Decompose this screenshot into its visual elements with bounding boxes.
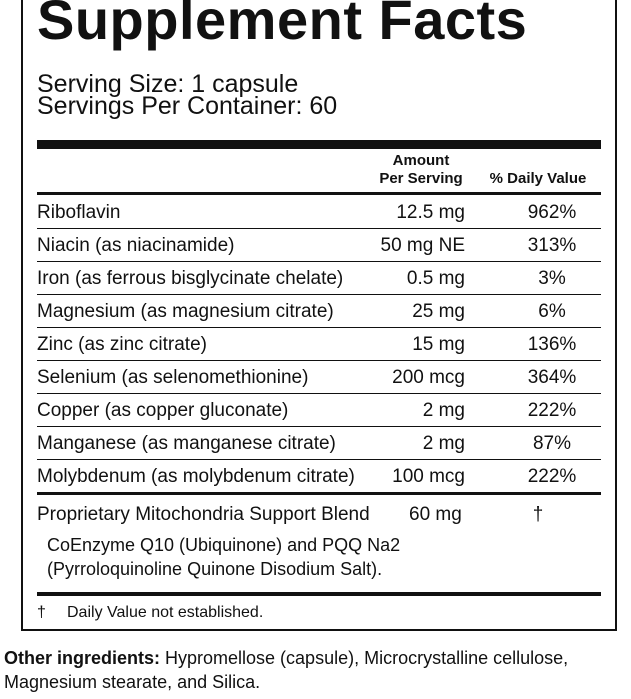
servings-per-container: Servings Per Container: 60 (37, 92, 338, 120)
header-amount: Amount (392, 152, 450, 169)
nutrient-name: Molybdenum (as molybdenum citrate) (37, 466, 355, 487)
header-per-serving: Per Serving (379, 170, 463, 187)
nutrient-amount: 25 mg (412, 301, 465, 322)
nutrient-name: Manganese (as manganese citrate) (37, 433, 336, 454)
other-ingredients-text: Hypromellose (capsule), Microcrystalline… (4, 648, 569, 692)
other-ingredients-label: Other ingredients: (4, 648, 161, 668)
footer-divider (37, 592, 601, 596)
nutrient-dv: 136% (527, 334, 577, 355)
nutrient-row: Molybdenum (as molybdenum citrate) 100 m… (37, 459, 601, 495)
nutrient-amount: 15 mg (412, 334, 465, 355)
nutrient-name: Selenium (as selenomethionine) (37, 367, 309, 388)
nutrient-dv: 6% (538, 301, 566, 322)
serving-size: Serving Size: 1 capsule (37, 70, 299, 98)
header-divider (37, 192, 601, 195)
nutrient-row: Copper (as copper gluconate) 2 mg 222% (37, 393, 601, 427)
nutrient-row: Magnesium (as magnesium citrate) 25 mg 6… (37, 294, 601, 328)
nutrient-dv: 222% (527, 466, 577, 487)
nutrient-dv: 962% (527, 202, 577, 223)
label-title: Supplement Facts (37, 0, 528, 51)
nutrient-amount: 2 mg (422, 400, 465, 421)
nutrient-name: Zinc (as zinc citrate) (37, 334, 207, 355)
supplement-facts-panel: Supplement Facts Serving Size: 1 capsule… (21, 0, 617, 631)
nutrient-row: Selenium (as selenomethionine) 200 mcg 3… (37, 360, 601, 394)
other-ingredients: Other ingredients: Hypromellose (capsule… (4, 646, 624, 694)
footnote-text: Daily Value not established. (67, 604, 264, 621)
dagger-symbol: † (37, 604, 46, 621)
header-daily-value: % Daily Value (489, 170, 587, 187)
blend-dv: † (532, 504, 544, 525)
nutrient-amount: 200 mcg (392, 367, 465, 388)
nutrient-row: Zinc (as zinc citrate) 15 mg 136% (37, 327, 601, 361)
nutrient-row: Manganese (as manganese citrate) 2 mg 87… (37, 426, 601, 460)
nutrient-dv: 222% (527, 400, 577, 421)
thick-divider (37, 140, 601, 149)
nutrient-dv: 364% (527, 367, 577, 388)
nutrient-row: Riboflavin 12.5 mg 962% (37, 195, 601, 229)
nutrient-name: Magnesium (as magnesium citrate) (37, 301, 334, 322)
nutrient-dv: 313% (527, 235, 577, 256)
nutrient-amount: 0.5 mg (406, 268, 465, 289)
nutrient-dv: 87% (532, 433, 572, 454)
nutrient-amount: 2 mg (422, 433, 465, 454)
blend-description-line1: CoEnzyme Q10 (Ubiquinone) and PQQ Na2 (47, 535, 401, 555)
nutrient-dv: 3% (538, 268, 566, 289)
nutrient-row: Niacin (as niacinamide) 50 mg NE 313% (37, 228, 601, 262)
blend-name: Proprietary Mitochondria Support Blend (37, 504, 370, 525)
blend-amount: 60 mg (409, 504, 462, 525)
nutrient-amount: 50 mg NE (380, 235, 465, 256)
nutrient-amount: 12.5 mg (396, 202, 465, 223)
nutrient-amount: 100 mcg (392, 466, 465, 487)
nutrient-name: Riboflavin (37, 202, 121, 223)
nutrient-row: Iron (as ferrous bisglycinate chelate) 0… (37, 261, 601, 295)
footnote: † Daily Value not established. (37, 604, 263, 622)
nutrient-name: Copper (as copper gluconate) (37, 400, 289, 421)
nutrient-name: Iron (as ferrous bisglycinate chelate) (37, 268, 344, 289)
nutrient-name: Niacin (as niacinamide) (37, 235, 235, 256)
blend-description-line2: (Pyrroloquinoline Quinone Disodium Salt)… (47, 559, 383, 579)
